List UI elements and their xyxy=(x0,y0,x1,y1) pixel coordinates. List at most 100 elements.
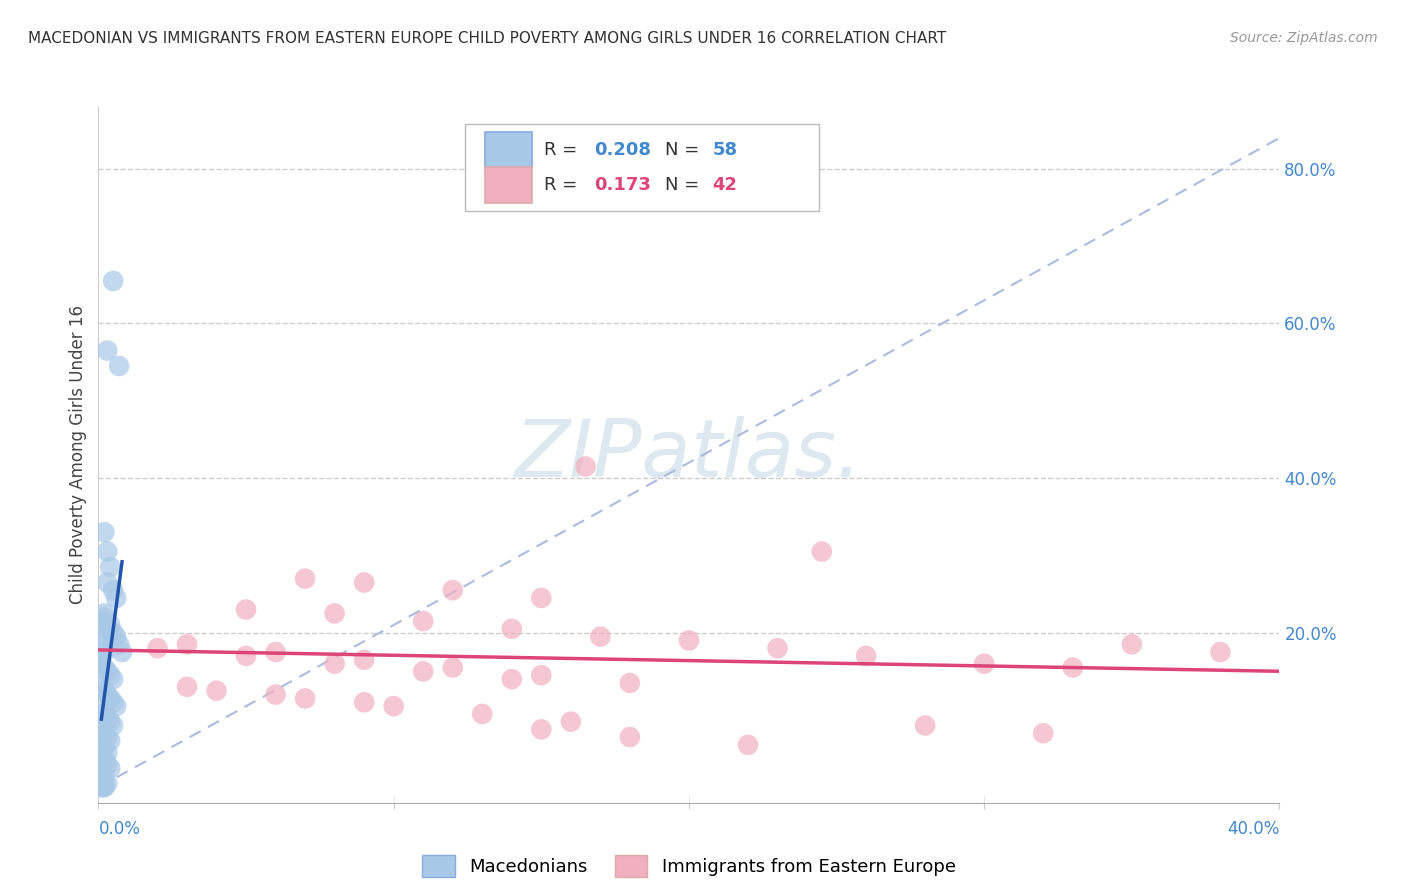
Point xyxy=(108,637,131,651)
Text: 40.0%: 40.0% xyxy=(1227,820,1279,838)
Point xyxy=(98,560,121,574)
Point xyxy=(93,525,115,540)
Point xyxy=(90,738,112,752)
Text: MACEDONIAN VS IMMIGRANTS FROM EASTERN EUROPE CHILD POVERTY AMONG GIRLS UNDER 16 : MACEDONIAN VS IMMIGRANTS FROM EASTERN EU… xyxy=(28,31,946,46)
Point xyxy=(96,711,118,725)
Point xyxy=(323,657,346,671)
Point xyxy=(93,753,115,767)
Point xyxy=(353,575,375,590)
Point xyxy=(766,641,789,656)
Point xyxy=(105,591,128,605)
Text: R =: R = xyxy=(544,141,582,159)
Point xyxy=(90,778,112,792)
Point xyxy=(98,691,121,706)
Point xyxy=(96,688,118,702)
Point xyxy=(264,688,287,702)
Point xyxy=(93,645,115,659)
Point xyxy=(103,274,125,288)
Point xyxy=(973,657,995,671)
Point xyxy=(93,780,115,795)
Point xyxy=(294,572,316,586)
Point xyxy=(619,730,641,744)
Point xyxy=(353,653,375,667)
Point xyxy=(93,741,115,756)
Point xyxy=(146,641,169,656)
Point xyxy=(96,544,118,558)
Point xyxy=(98,761,121,775)
FancyBboxPatch shape xyxy=(464,124,818,211)
Point xyxy=(90,653,112,667)
Point xyxy=(441,660,464,674)
Point xyxy=(90,703,112,717)
Text: R =: R = xyxy=(544,176,582,194)
Text: ZIPatlas.: ZIPatlas. xyxy=(515,416,863,494)
Point xyxy=(1032,726,1054,740)
Point xyxy=(96,757,118,772)
Point xyxy=(98,714,121,729)
Text: 58: 58 xyxy=(713,141,738,159)
Point xyxy=(96,665,118,679)
Point xyxy=(103,718,125,732)
Point xyxy=(855,648,877,663)
Text: N =: N = xyxy=(665,141,706,159)
Point xyxy=(382,699,405,714)
Point xyxy=(93,726,115,740)
Point xyxy=(176,680,198,694)
Point xyxy=(294,691,316,706)
Point xyxy=(205,683,228,698)
Point xyxy=(471,706,494,721)
Point xyxy=(96,622,118,636)
Point xyxy=(441,583,464,598)
Point xyxy=(93,607,115,621)
Point xyxy=(90,764,112,779)
Point xyxy=(412,614,434,628)
Text: 0.173: 0.173 xyxy=(595,176,651,194)
Point xyxy=(93,780,115,794)
Point xyxy=(574,459,596,474)
Point xyxy=(412,665,434,679)
Point xyxy=(323,607,346,621)
Point xyxy=(103,625,125,640)
Point xyxy=(353,695,375,709)
Point xyxy=(501,672,523,686)
Text: 0.208: 0.208 xyxy=(595,141,651,159)
Point xyxy=(103,583,125,598)
Bar xyxy=(485,167,531,203)
Point xyxy=(96,746,118,760)
Text: 0.0%: 0.0% xyxy=(98,820,141,838)
Point xyxy=(589,630,612,644)
Point xyxy=(1062,660,1084,674)
Point xyxy=(678,633,700,648)
Point xyxy=(810,544,832,558)
Point xyxy=(530,591,553,605)
Point xyxy=(501,622,523,636)
Bar xyxy=(485,132,531,169)
Point xyxy=(93,706,115,721)
Point xyxy=(96,343,118,358)
Text: N =: N = xyxy=(665,176,706,194)
Point xyxy=(93,769,115,783)
Point xyxy=(176,637,198,651)
Point xyxy=(98,618,121,632)
Point xyxy=(93,774,115,789)
Point xyxy=(108,359,131,373)
Text: Source: ZipAtlas.com: Source: ZipAtlas.com xyxy=(1230,31,1378,45)
Point xyxy=(96,575,118,590)
Point xyxy=(98,734,121,748)
Point xyxy=(96,776,118,790)
Point xyxy=(90,780,112,795)
Point xyxy=(264,645,287,659)
Point xyxy=(90,771,112,785)
Point xyxy=(90,680,112,694)
Point xyxy=(914,718,936,732)
Point xyxy=(103,695,125,709)
Point xyxy=(1121,637,1143,651)
Point xyxy=(96,630,118,644)
Point xyxy=(1209,645,1232,659)
Point xyxy=(96,730,118,744)
Point xyxy=(90,657,112,671)
Point xyxy=(560,714,582,729)
Point xyxy=(90,723,112,737)
Y-axis label: Child Poverty Among Girls Under 16: Child Poverty Among Girls Under 16 xyxy=(69,305,87,605)
Legend: Macedonians, Immigrants from Eastern Europe: Macedonians, Immigrants from Eastern Eur… xyxy=(415,847,963,884)
